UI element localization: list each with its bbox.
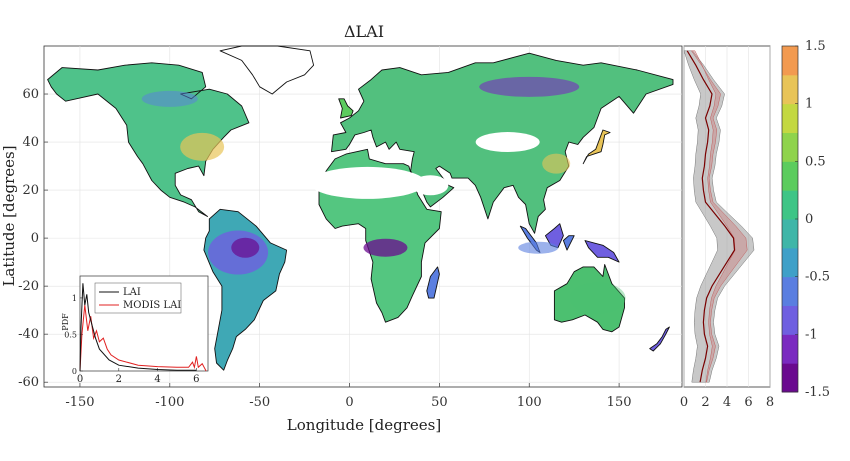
colorbar: 1.5 1 0.5 0 -0.5 -1 -1.5 [781,39,830,400]
map-y-tick-label: 60 [22,87,39,102]
figure-title: ΔLAI [344,22,384,41]
legend-label-lai: LAI [123,287,141,298]
colorbar-segment [782,363,798,393]
colorbar-segment [782,190,798,220]
us-east-patch [180,132,225,161]
colorbar-tick-label: 1 [805,97,813,112]
colorbar-segment [782,103,798,133]
colorbar-segment [782,74,798,105]
landmass-greenland [219,45,315,95]
profile-spread-band [683,50,755,383]
landmass-north-america [47,62,250,217]
map-x-tick-label: -50 [249,395,270,410]
canada-patch [141,90,198,107]
map-y-tick-label: -20 [18,279,39,294]
map-y-tick-label: 40 [22,135,39,150]
landmass-indonesia-east [562,235,575,251]
profile-x-tick-label: 8 [766,395,774,410]
inset-y-tick-label: 1 [72,294,77,303]
colorbar-segment [782,276,798,306]
colorbar-tick-label: -0.5 [805,270,830,285]
landmass-uk [338,98,354,119]
china-patch [542,153,571,174]
landmass-new-zealand [649,326,670,352]
colorbar-segment [782,334,798,364]
inset-pdf-plot: 0 2 4 6 0 0.5 1 PDF LAI MODIS LAI [61,275,209,385]
congo-patch [363,238,408,257]
inset-modis-curve [79,305,207,372]
inset-x-tick-label: 4 [154,374,160,385]
map-x-tick-label: -100 [155,395,184,410]
colorbar-segments [782,46,798,393]
map-x-tick-label: 0 [345,395,353,410]
colorbar-tick-label: -1 [805,327,818,342]
colorbar-segment [782,247,798,278]
map-x-ticks: -150 -100 -50 0 50 100 150 [65,383,632,410]
landmass-japan [582,129,611,165]
siberia-patch [479,76,580,97]
inset-y-tick-label: 0.5 [64,330,77,339]
colorbar-segment [782,305,798,335]
legend-label-modis: MODIS LAI [123,300,181,311]
colorbar-segment [782,132,798,162]
maritime-patch [518,241,559,254]
map-y-label: Latitude [degrees] [0,145,18,286]
map-y-tick-label: -60 [18,375,39,390]
landmass-madagascar [426,266,440,299]
colorbar-ticks: 1.5 1 0.5 0 -0.5 -1 -1.5 [795,39,830,400]
desert-arabia [412,175,449,196]
colorbar-tick-label: 1.5 [805,39,826,54]
inset-x-tick-label: 2 [116,374,122,385]
map-x-tick-label: 150 [607,395,632,410]
map-y-tick-label: 20 [22,183,39,198]
map-x-tick-label: 100 [517,395,542,410]
colorbar-tick-label: -1.5 [805,385,830,400]
australia-fill [569,282,626,315]
profile-x-tick-label: 6 [744,395,752,410]
desert-central-asia [475,132,540,153]
landmass-australia [553,264,625,333]
colorbar-segment [782,161,798,191]
inset-x-tick-label: 6 [193,374,199,385]
map-y-tick-label: -40 [18,327,39,342]
map-y-ticks: -60 -40 -20 0 20 40 60 [18,87,48,390]
colorbar-segment [782,46,798,76]
inset-y-label: PDF [61,313,70,331]
inset-legend: LAI MODIS LAI [94,282,182,314]
map-y-tick-label: 0 [31,231,39,246]
inset-legend-box [94,282,182,314]
profile-mean-line [686,50,736,383]
inset-lai-curve [79,283,197,372]
profile-x-tick-label: 2 [701,395,709,410]
profile-x-tick-label: 4 [723,395,731,410]
amazon-core [231,237,260,258]
colorbar-segment [782,219,798,249]
colorbar-tick-label: 0.5 [805,154,826,169]
map-x-label: Longitude [degrees] [287,416,441,434]
landmass-new-guinea [584,240,620,263]
continents-layer [47,45,674,371]
inset-y-tick-label: 0 [72,367,77,376]
profile-modis-band [690,50,748,383]
profile-x-tick-label: 0 [680,395,688,410]
map-x-tick-label: 50 [431,395,448,410]
desert-sahara [309,166,426,199]
map-x-tick-label: -150 [65,395,94,410]
inset-x-tick-label: 0 [77,374,83,385]
colorbar-tick-label: 0 [805,212,813,227]
